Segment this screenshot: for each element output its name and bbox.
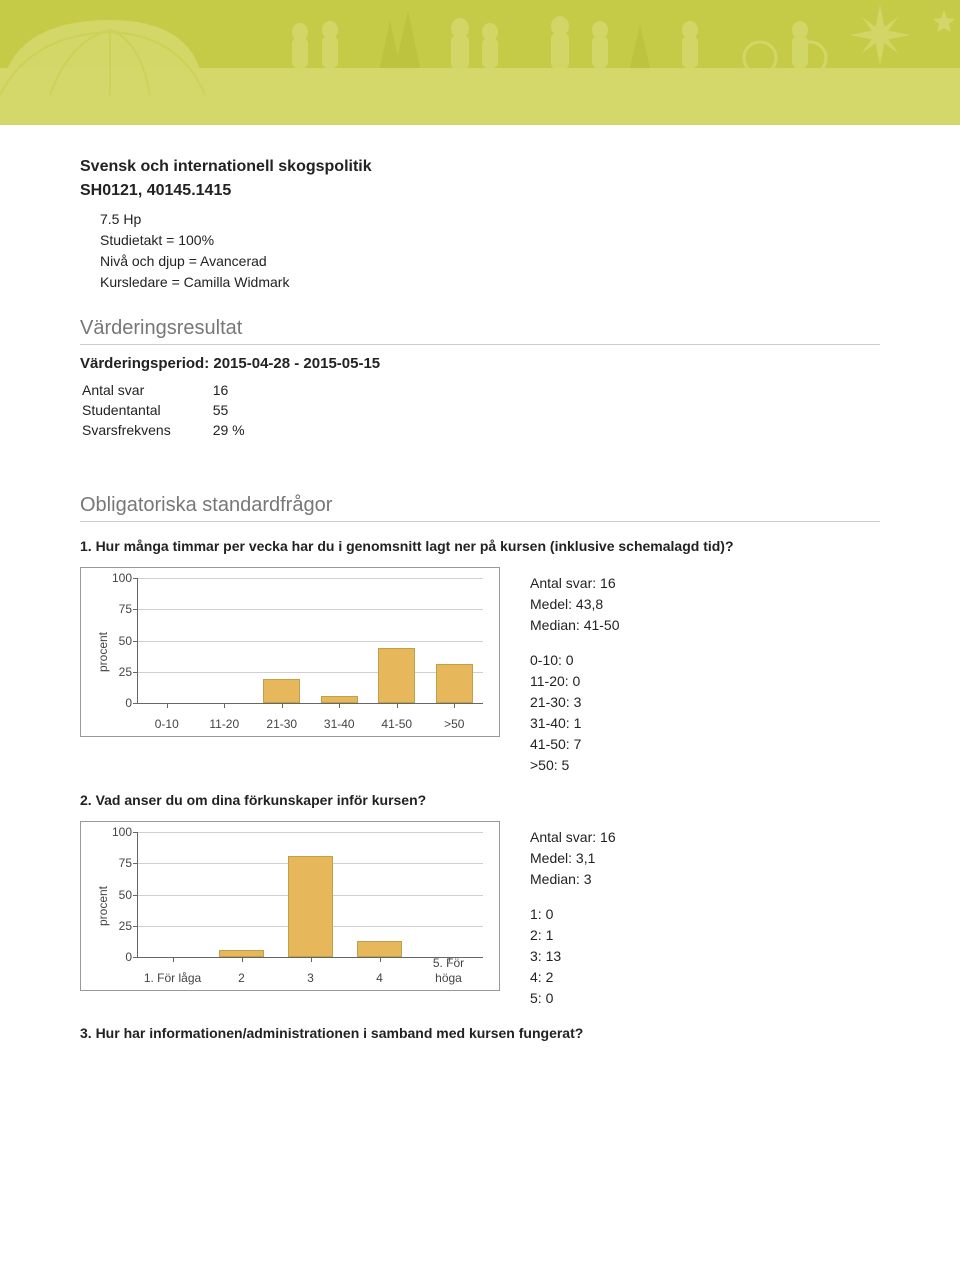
stat-value: 29 % xyxy=(211,420,285,440)
plot-area: 02550751001. För låga2345. Förhöga xyxy=(137,832,483,958)
x-tick-label: 4 xyxy=(376,971,383,985)
chart-bar xyxy=(436,664,473,703)
q2-chart-block: procent 02550751001. För låga2345. Förhö… xyxy=(80,821,880,1009)
chart-bar xyxy=(321,696,358,704)
stats-detail: 1: 0 2: 1 3: 13 4: 2 5: 0 xyxy=(530,904,616,1009)
result-heading: Värderingsresultat xyxy=(80,317,880,345)
table-row: Studentantal 55 xyxy=(80,400,285,420)
plot-area: 02550751000-1011-2021-3031-4041-50>50 xyxy=(137,578,483,704)
table-row: Antal svar 16 xyxy=(80,380,285,400)
x-tick-label: 1. För låga xyxy=(144,971,201,985)
meta-line: 7.5 Hp xyxy=(100,209,880,230)
stats-summary: Antal svar: 16 Medel: 3,1 Median: 3 xyxy=(530,827,616,890)
chart-bar xyxy=(219,950,264,958)
header-banner xyxy=(0,0,960,125)
period-line: Värderingsperiod: 2015-04-28 - 2015-05-1… xyxy=(80,355,880,372)
chart-bar xyxy=(357,941,402,957)
stat-label: Studentantal xyxy=(80,400,211,420)
q2-chart: procent 02550751001. För låga2345. Förhö… xyxy=(80,821,500,991)
summary-stats-table: Antal svar 16 Studentantal 55 Svarsfrekv… xyxy=(80,380,285,440)
q2-stats: Antal svar: 16 Medel: 3,1 Median: 3 1: 0… xyxy=(530,827,616,1009)
course-title: Svensk och internationell skogspolitik S… xyxy=(80,155,880,203)
course-meta: 7.5 Hp Studietakt = 100% Nivå och djup =… xyxy=(80,209,880,293)
page-content: Svensk och internationell skogspolitik S… xyxy=(0,125,960,1094)
x-tick-label: 31-40 xyxy=(324,717,355,731)
questions-heading: Obligatoriska standardfrågor xyxy=(80,494,880,522)
table-row: Svarsfrekvens 29 % xyxy=(80,420,285,440)
stat-value: 55 xyxy=(211,400,285,420)
course-title-line2: SH0121, 40145.1415 xyxy=(80,182,231,199)
q1-stats: Antal svar: 16 Medel: 43,8 Median: 41-50… xyxy=(530,573,620,776)
chart-bar xyxy=(263,679,300,703)
chart-bar xyxy=(288,856,333,957)
stat-value: 16 xyxy=(211,380,285,400)
x-tick-label: 3 xyxy=(307,971,314,985)
chart-bar xyxy=(378,648,415,703)
x-tick-label: 2 xyxy=(238,971,245,985)
q3-title: 3. Hur har informationen/administratione… xyxy=(80,1023,880,1044)
x-tick-label: 21-30 xyxy=(266,717,297,731)
q1-title: 1. Hur många timmar per vecka har du i g… xyxy=(80,536,880,557)
x-tick-label: 0-10 xyxy=(155,717,179,731)
meta-line: Studietakt = 100% xyxy=(100,230,880,251)
banner-illustration xyxy=(0,0,960,125)
x-tick-label: >50 xyxy=(444,717,464,731)
meta-line: Nivå och djup = Avancerad xyxy=(100,251,880,272)
stat-label: Svarsfrekvens xyxy=(80,420,211,440)
q1-chart: procent 02550751000-1011-2021-3031-4041-… xyxy=(80,567,500,737)
q2-title: 2. Vad anser du om dina förkunskaper inf… xyxy=(80,790,880,811)
q1-chart-block: procent 02550751000-1011-2021-3031-4041-… xyxy=(80,567,880,776)
stats-detail: 0-10: 0 11-20: 0 21-30: 3 31-40: 1 41-50… xyxy=(530,650,620,776)
course-title-line1: Svensk och internationell skogspolitik xyxy=(80,158,372,175)
x-tick-label: 41-50 xyxy=(381,717,412,731)
x-tick-label: 5. Förhöga xyxy=(433,956,464,985)
stat-label: Antal svar xyxy=(80,380,211,400)
meta-line: Kursledare = Camilla Widmark xyxy=(100,272,880,293)
x-tick-label: 11-20 xyxy=(209,717,239,731)
stats-summary: Antal svar: 16 Medel: 43,8 Median: 41-50 xyxy=(530,573,620,636)
